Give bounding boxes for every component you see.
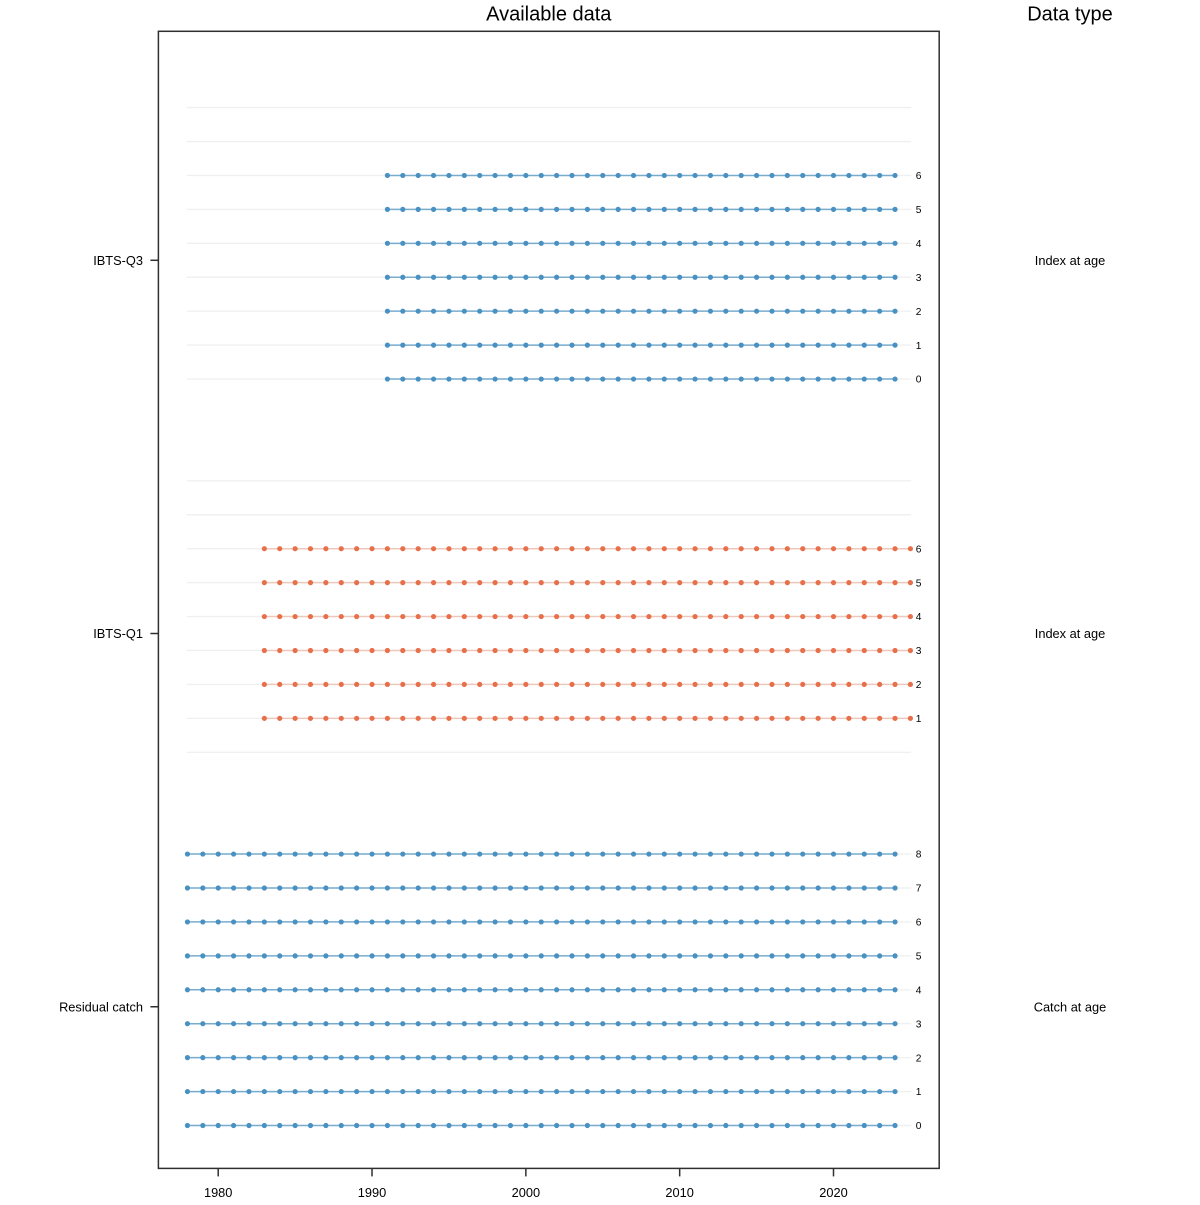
svg-text:3: 3 [916, 273, 922, 284]
svg-text:IBTS-Q3: IBTS-Q3 [93, 253, 143, 268]
svg-text:3: 3 [916, 1019, 922, 1030]
svg-text:2000: 2000 [512, 1185, 540, 1200]
svg-text:2020: 2020 [819, 1185, 847, 1200]
svg-text:0: 0 [916, 1121, 922, 1132]
svg-text:5: 5 [916, 578, 922, 589]
svg-text:7: 7 [916, 884, 922, 895]
svg-text:2: 2 [916, 680, 922, 691]
svg-text:Residual catch: Residual catch [59, 999, 143, 1014]
svg-text:2: 2 [916, 307, 922, 318]
svg-text:2: 2 [916, 1053, 922, 1064]
svg-text:Catch at age: Catch at age [1034, 999, 1107, 1014]
svg-text:Index at age: Index at age [1035, 253, 1105, 268]
svg-text:4: 4 [916, 612, 922, 623]
svg-text:6: 6 [916, 544, 922, 555]
svg-text:1: 1 [916, 714, 922, 725]
svg-text:4: 4 [916, 985, 922, 996]
svg-text:5: 5 [916, 205, 922, 216]
svg-text:2010: 2010 [665, 1185, 693, 1200]
svg-text:1990: 1990 [358, 1185, 386, 1200]
svg-text:1: 1 [916, 1087, 922, 1098]
svg-text:1: 1 [916, 341, 922, 352]
svg-text:6: 6 [916, 171, 922, 182]
svg-text:Available data: Available data [486, 3, 612, 25]
svg-text:0: 0 [916, 375, 922, 386]
svg-text:6: 6 [916, 918, 922, 929]
svg-text:5: 5 [916, 952, 922, 963]
svg-text:Data type: Data type [1027, 3, 1113, 25]
svg-text:IBTS-Q1: IBTS-Q1 [93, 626, 143, 641]
svg-text:3: 3 [916, 646, 922, 657]
svg-text:1980: 1980 [204, 1185, 232, 1200]
svg-text:8: 8 [916, 850, 922, 861]
svg-text:4: 4 [916, 239, 922, 250]
svg-text:Index at age: Index at age [1035, 626, 1105, 641]
